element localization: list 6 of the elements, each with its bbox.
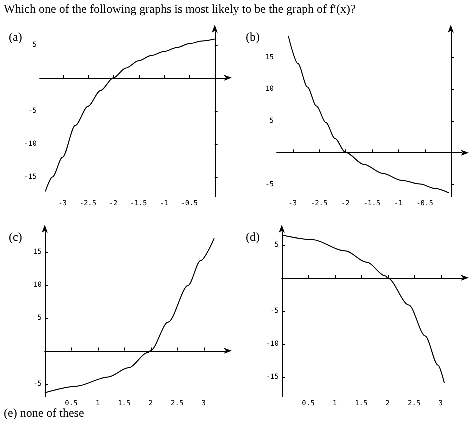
chart-title: (c)	[9, 230, 22, 244]
chart-title: (d)	[246, 230, 260, 244]
text: Which one of the following graphs is most likely to be the graph of f′(x)?	[4, 2, 356, 17]
text: (e) none of these	[4, 406, 84, 421]
chart-title: (a)	[9, 30, 22, 44]
chart-title: (b)	[246, 30, 260, 44]
